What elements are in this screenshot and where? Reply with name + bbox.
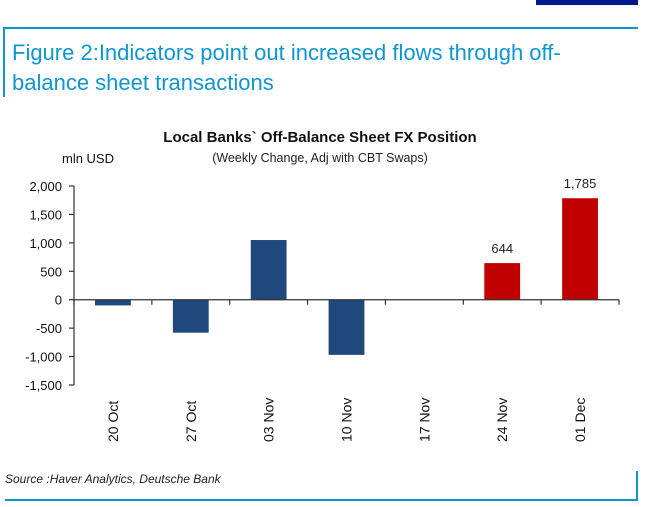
x-tick-label: 03 Nov [261,398,277,442]
bar-27-oct [172,299,209,333]
y-tick-label: -1,000 [25,350,62,365]
y-tick-label: 2,000 [29,179,62,194]
x-tick-label: 01 Dec [572,398,588,442]
top-divider [3,27,638,29]
x-tick-label: 10 Nov [339,398,355,442]
x-tick-label: 17 Nov [416,398,432,442]
y-axis-label: mln USD [62,151,114,166]
data-label: 644 [491,241,513,256]
bars [95,198,598,355]
x-tick-label: 24 Nov [494,398,510,442]
chart-title: Local Banks` Off-Balance Sheet FX Positi… [163,129,476,146]
y-axis: 2,000 1,500 1,000 500 0 -500 -1,000 -1,500 [25,179,75,393]
y-tick-label: 1,500 [29,207,62,222]
left-divider [3,27,5,97]
y-tick-label: 1,000 [29,236,62,251]
y-tick-label: 0 [55,293,62,308]
bar-20-oct [95,299,131,306]
right-divider [636,471,638,501]
x-axis: 20 Oct 27 Oct 03 Nov 10 Nov 17 Nov 24 Nov 01 D… [73,299,620,442]
data-labels: 644 1,785 [491,176,596,256]
x-tick-label: 27 Oct [183,401,199,442]
x-tick-label: 20 Oct [105,401,121,442]
bar-24-nov [484,263,521,300]
bar-03-nov [250,240,287,300]
bar-10-nov [328,299,365,355]
y-tick-label: 500 [40,264,62,279]
data-label: 1,785 [564,176,597,191]
source-note: Source :Haver Analytics, Deutsche Bank [5,472,221,486]
bottom-divider [5,499,638,501]
corner-block [536,0,638,5]
y-tick-label: -1,500 [25,378,62,393]
bar-chart: Local Banks` Off-Balance Sheet FX Positi… [25,129,620,442]
figure-title: Figure 2:Indicators point out increased … [12,40,561,95]
chart-subtitle: (Weekly Change, Adj with CBT Swaps) [212,151,428,165]
y-tick-label: -500 [36,321,62,336]
bar-01-dec [562,198,598,300]
